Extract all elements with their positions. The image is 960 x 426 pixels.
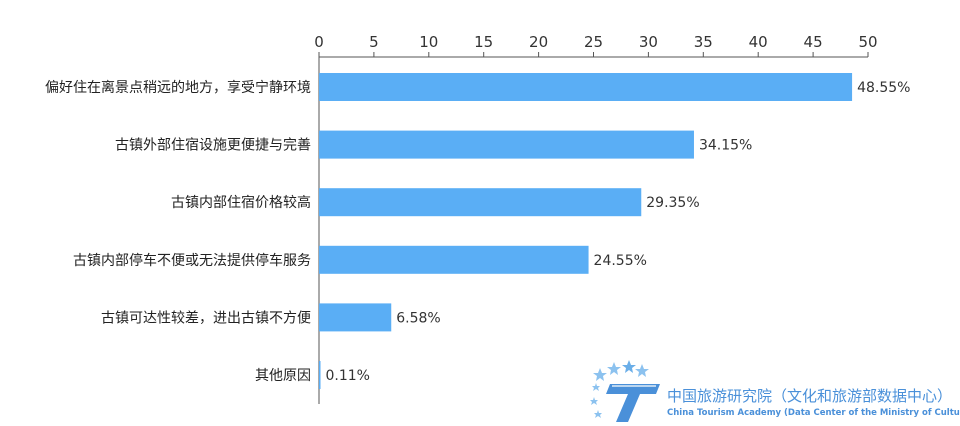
x-tick-label: 5 bbox=[369, 33, 379, 51]
bars bbox=[319, 73, 853, 389]
watermark: 中国旅游研究院（文化和旅游部数据中心） China Tourism Academ… bbox=[590, 360, 960, 422]
star-t-logo-icon bbox=[590, 360, 660, 422]
data-label: 6.58% bbox=[396, 310, 440, 326]
bar bbox=[319, 130, 694, 159]
data-label: 0.11% bbox=[326, 368, 370, 384]
bar bbox=[319, 303, 392, 332]
x-tick-label: 35 bbox=[694, 33, 713, 51]
x-tick-label: 0 bbox=[314, 33, 324, 51]
category-label: 古镇外部住宿设施更便捷与完善 bbox=[115, 137, 311, 154]
category-label: 偏好住在离景点稍远的地方，享受宁静环境 bbox=[45, 79, 311, 96]
x-tick-label: 50 bbox=[858, 33, 877, 51]
data-label: 48.55% bbox=[857, 80, 910, 96]
x-tick-label: 20 bbox=[529, 33, 548, 51]
data-label: 24.55% bbox=[594, 253, 647, 269]
category-label: 古镇可达性较差，进出古镇不方便 bbox=[101, 310, 311, 326]
x-tick-label: 10 bbox=[419, 33, 438, 51]
category-labels: 偏好住在离景点稍远的地方，享受宁静环境古镇外部住宿设施更便捷与完善古镇内部住宿价… bbox=[45, 79, 311, 384]
category-label: 古镇内部停车不便或无法提供停车服务 bbox=[73, 252, 311, 269]
x-axis: 0 5 10 15 20 25 30 35 40 45 50 bbox=[314, 33, 878, 404]
data-label: 29.35% bbox=[646, 195, 699, 211]
x-tick-label: 45 bbox=[804, 33, 823, 51]
x-tick-label: 15 bbox=[474, 33, 493, 51]
bar bbox=[319, 361, 321, 389]
category-label: 其他原因 bbox=[255, 368, 311, 384]
bar bbox=[319, 245, 589, 274]
x-tick-label: 25 bbox=[584, 33, 603, 51]
watermark-name-en: China Tourism Academy (Data Center of th… bbox=[667, 408, 960, 418]
x-tick-label: 40 bbox=[749, 33, 768, 51]
data-label: 34.15% bbox=[699, 138, 752, 154]
data-labels: 48.55% 34.15% 29.35% 24.55% 6.58% 0.11% bbox=[326, 80, 911, 384]
category-label: 古镇内部住宿价格较高 bbox=[171, 194, 311, 211]
watermark-name-cn: 中国旅游研究院（文化和旅游部数据中心） bbox=[667, 387, 952, 405]
bar bbox=[319, 73, 853, 101]
x-tick-label: 30 bbox=[639, 33, 658, 51]
bar bbox=[319, 188, 642, 217]
